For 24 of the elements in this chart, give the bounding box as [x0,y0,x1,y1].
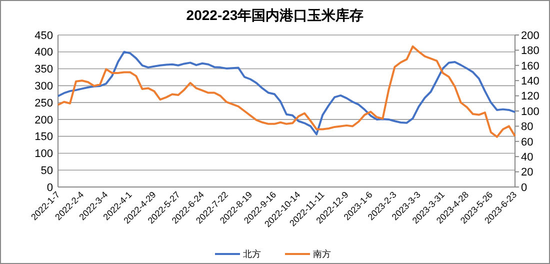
y2-tick-label: 140 [521,75,540,88]
y-tick-label: 400 [34,46,53,59]
legend-label: 北方 [243,249,261,260]
y-tick-label: 250 [34,97,53,110]
y-tick-label: 50 [40,164,53,177]
y2-tick-label: 180 [521,45,540,58]
y2-tick-label: 60 [521,136,534,148]
y2-tick-label: 100 [521,106,540,118]
y-tick-label: 300 [34,80,53,93]
y-tick-label: 150 [34,131,53,144]
y2-tick-label: 80 [521,121,534,134]
y2-tick-label: 20 [521,166,534,179]
y-tick-label: 200 [34,114,53,126]
y-tick-label: 100 [34,148,53,160]
y2-tick-label: 40 [521,151,534,164]
y-tick-label: 0 [46,182,53,194]
y-tick-label: 450 [34,30,53,42]
y-tick-label: 350 [34,64,53,76]
y2-tick-label: 160 [521,60,540,72]
y2-tick-label: 0 [521,182,528,194]
legend-label: 南方 [313,249,331,260]
chart-title: 2022-23年国内港口玉米库存 [186,7,364,23]
y2-tick-label: 120 [521,90,540,103]
y2-tick-label: 200 [521,30,540,42]
